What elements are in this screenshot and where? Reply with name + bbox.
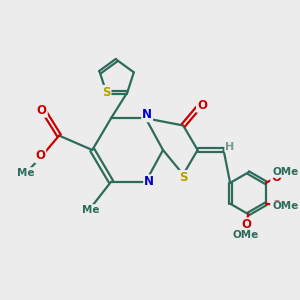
Text: O: O bbox=[271, 171, 281, 184]
Text: OMe: OMe bbox=[232, 230, 259, 240]
Text: Me: Me bbox=[17, 168, 35, 178]
Text: O: O bbox=[242, 218, 252, 231]
Text: O: O bbox=[197, 99, 207, 112]
Text: OMe: OMe bbox=[272, 201, 298, 212]
Text: OMe: OMe bbox=[272, 167, 298, 177]
Text: N: N bbox=[142, 108, 152, 121]
Text: O: O bbox=[35, 149, 45, 162]
Text: O: O bbox=[37, 104, 47, 117]
Text: H: H bbox=[225, 142, 235, 152]
Text: S: S bbox=[102, 86, 111, 99]
Text: S: S bbox=[179, 171, 188, 184]
Text: Me: Me bbox=[82, 205, 100, 215]
Text: O: O bbox=[271, 199, 281, 212]
Text: N: N bbox=[144, 175, 154, 188]
